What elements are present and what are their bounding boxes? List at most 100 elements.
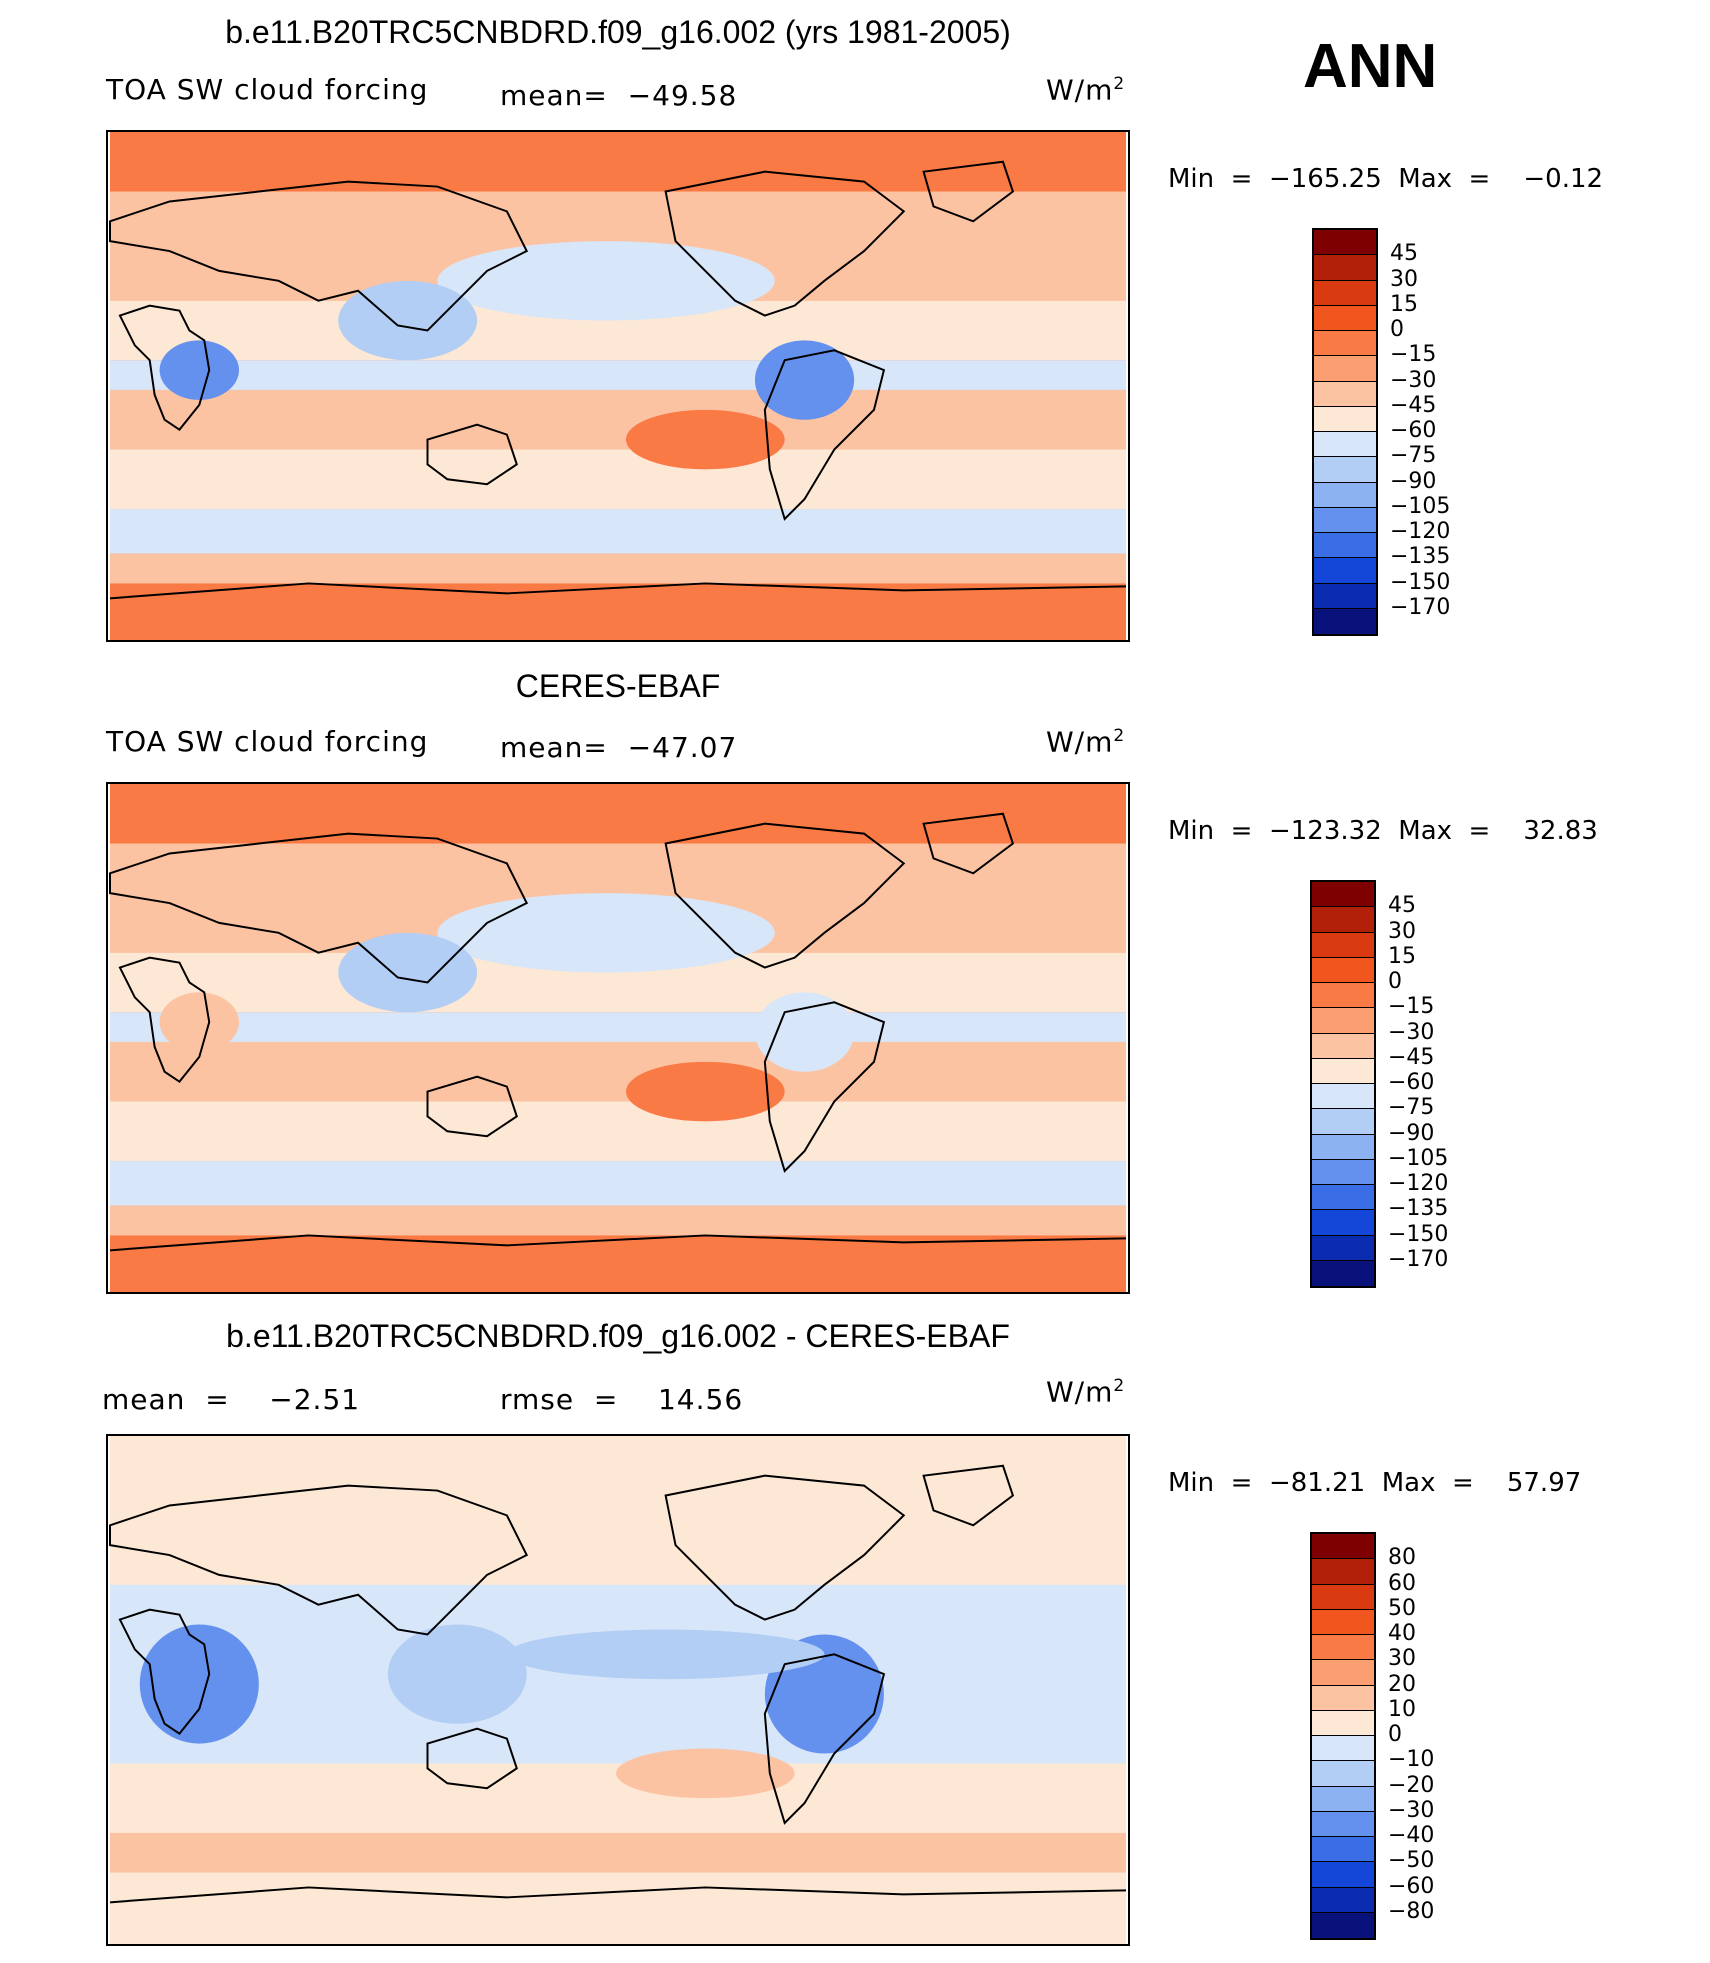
panel1-map-field: [109, 132, 1127, 640]
colorbar-swatch: [1312, 1084, 1374, 1110]
coastline: [922, 1464, 1015, 1527]
field-band: [110, 1012, 1126, 1042]
colorbar-tick-label: −30: [1388, 1019, 1435, 1045]
colorbar-swatch: [1312, 1786, 1374, 1812]
coastline: [109, 582, 1127, 600]
field-band: [110, 1205, 1126, 1236]
colorbar-swatch: [1314, 280, 1376, 306]
coastline: [109, 1484, 529, 1636]
colorbar-swatch: [1312, 907, 1374, 933]
coastline: [922, 160, 1015, 223]
colorbar-swatch: [1312, 1685, 1374, 1711]
field-patch: [616, 1748, 795, 1799]
colorbar-tick-label: −45: [1388, 1044, 1435, 1070]
panel2-map: [106, 782, 1130, 1294]
field-band: [110, 360, 1126, 390]
colorbar-swatch: [1312, 1736, 1374, 1762]
colorbar-tick-label: −90: [1388, 1120, 1435, 1146]
colorbar-swatch: [1312, 1584, 1374, 1610]
field-patch: [625, 409, 785, 470]
coastline: [109, 1886, 1127, 1904]
colorbar-swatch: [1314, 255, 1376, 281]
panel2-mean: mean= −47.07: [500, 731, 738, 764]
colorbar-swatch: [1312, 1058, 1374, 1084]
colorbar-swatch: [1312, 1837, 1374, 1863]
colorbar-tick-label: −30: [1390, 367, 1437, 393]
colorbar-tick-label: 30: [1388, 1646, 1416, 1672]
field-patch: [338, 280, 478, 361]
panel2-minmax: Min = −123.32 Max = 32.83: [1168, 816, 1598, 846]
colorbar-swatch: [1314, 507, 1376, 533]
coastline: [664, 822, 906, 969]
colorbar-tick-label: 30: [1388, 918, 1416, 944]
field-band: [110, 1101, 1126, 1162]
panel1-mean: mean= −49.58: [500, 79, 738, 112]
panel2-title: CERES-EBAF: [515, 668, 721, 704]
colorbar-tick-label: −170: [1390, 594, 1451, 620]
colorbar-tick-label: −20: [1388, 1772, 1435, 1798]
colorbar-tick-label: −75: [1390, 443, 1437, 469]
colorbar-tick-label: −80: [1388, 1898, 1435, 1924]
colorbar-swatch: [1314, 356, 1376, 382]
colorbar-swatch: [1312, 1609, 1374, 1635]
colorbar-swatch: [1312, 1260, 1374, 1286]
colorbar-tick-label: −60: [1390, 418, 1437, 443]
field-patch: [139, 1624, 259, 1744]
colorbar-tick-label: 30: [1390, 266, 1418, 292]
colorbar-tick-label: −105: [1388, 1145, 1449, 1171]
field-patch: [625, 1061, 785, 1122]
field-patch: [338, 932, 478, 1013]
field-patch: [387, 1624, 527, 1724]
field-patch: [506, 1629, 825, 1680]
field-patch: [754, 340, 855, 420]
panel3-title: b.e11.B20TRC5CNBDRD.f09_g16.002 - CERES-…: [226, 1318, 1010, 1354]
colorbar-swatch: [1314, 608, 1376, 634]
colorbar-swatch: [1312, 1210, 1374, 1236]
colorbar-tick-label: −90: [1390, 468, 1437, 494]
colorbar-tick-label: 40: [1388, 1621, 1416, 1646]
panel1-title: b.e11.B20TRC5CNBDRD.f09_g16.002 (yrs 198…: [225, 14, 1011, 50]
panel1-colorbar: [1312, 228, 1378, 636]
colorbar-swatch: [1312, 1159, 1374, 1185]
colorbar-swatch: [1312, 932, 1374, 958]
colorbar-swatch: [1312, 1635, 1374, 1661]
colorbar-swatch: [1314, 230, 1376, 256]
colorbar-swatch: [1312, 1559, 1374, 1585]
colorbar-tick-label: −15: [1388, 994, 1435, 1020]
colorbar-swatch: [1314, 558, 1376, 584]
colorbar-swatch: [1312, 1185, 1374, 1211]
colorbar-tick-label: −135: [1388, 1196, 1449, 1222]
panel3-units: W/m2: [1046, 1375, 1126, 1409]
colorbar-swatch: [1314, 482, 1376, 508]
panel3-mean: mean = −2.51: [102, 1383, 361, 1416]
colorbar-swatch: [1312, 1660, 1374, 1686]
panel3-minmax: Min = −81.21 Max = 57.97: [1168, 1468, 1582, 1498]
panel3-colorbar: [1310, 1532, 1376, 1940]
coastline: [426, 423, 518, 486]
colorbar-swatch: [1314, 331, 1376, 357]
panel3-map: [106, 1434, 1130, 1946]
colorbar-tick-label: 20: [1388, 1671, 1416, 1697]
panel1-minmax: Min = −165.25 Max = −0.12: [1168, 164, 1604, 194]
colorbar-tick-label: −40: [1388, 1823, 1435, 1848]
colorbar-swatch: [1314, 533, 1376, 559]
colorbar-tick-label: 15: [1390, 291, 1418, 317]
colorbar-tick-label: −150: [1390, 569, 1451, 595]
colorbar-tick-label: 50: [1388, 1595, 1416, 1621]
colorbar-swatch: [1312, 1887, 1374, 1913]
colorbar-tick-label: 80: [1388, 1545, 1416, 1571]
coastline: [118, 304, 211, 431]
field-band: [110, 1161, 1126, 1206]
colorbar-tick-label: −45: [1390, 392, 1437, 418]
colorbar-tick-label: −60: [1388, 1873, 1435, 1899]
field-patch: [437, 241, 775, 321]
colorbar-tick-label: −135: [1390, 544, 1451, 570]
colorbar-swatch: [1312, 1811, 1374, 1837]
colorbar-tick-label: 45: [1388, 893, 1416, 919]
colorbar-swatch: [1312, 1033, 1374, 1059]
field-band: [110, 553, 1126, 584]
colorbar-swatch: [1314, 381, 1376, 407]
colorbar-tick-label: −105: [1390, 493, 1451, 519]
field-patch: [437, 893, 775, 973]
coastline: [109, 832, 529, 984]
